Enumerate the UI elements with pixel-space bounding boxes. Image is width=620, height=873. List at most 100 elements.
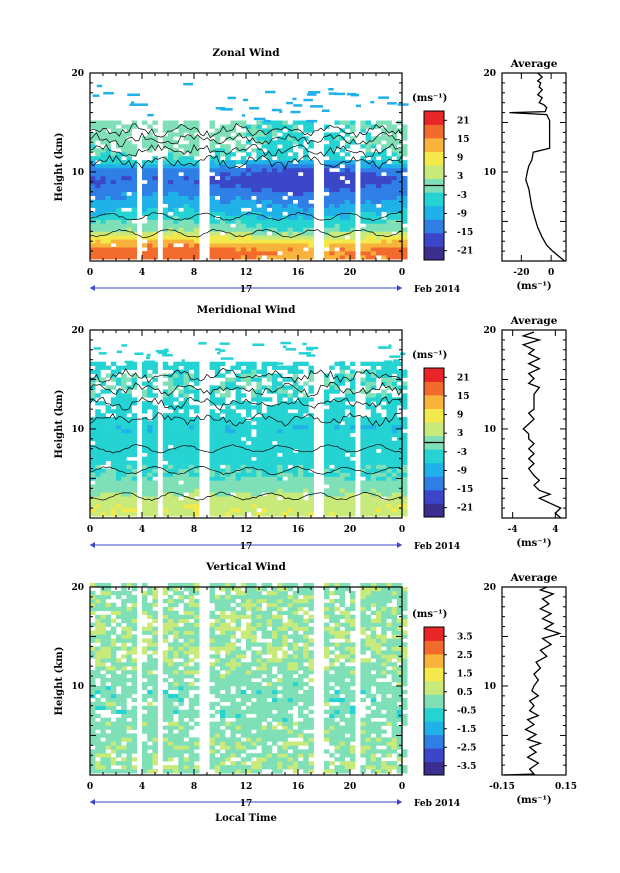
heatmap-cell <box>282 421 288 426</box>
heatmap-cell <box>246 401 252 406</box>
heatmap-cell <box>391 365 398 370</box>
heatmap-cell <box>100 749 106 754</box>
heatmap-cell <box>386 468 392 473</box>
heatmap-cell <box>306 119 318 123</box>
heatmap-cell <box>292 227 299 232</box>
heatmap-cell <box>391 183 398 189</box>
heatmap-cell <box>266 456 273 461</box>
heatmap-cell <box>324 132 330 137</box>
heatmap-cell <box>194 421 200 426</box>
heatmap-cell <box>142 472 148 477</box>
heatmap-cell <box>162 199 169 204</box>
heatmap-cell <box>110 701 117 707</box>
heatmap-cell <box>230 211 236 216</box>
heatmap-cell <box>95 472 101 477</box>
heatmap-cell <box>303 160 309 165</box>
heatmap-cell <box>152 460 158 465</box>
heatmap-cell <box>162 737 169 742</box>
heatmap-cell <box>147 168 153 173</box>
heatmap-cell <box>266 239 273 244</box>
heatmap-cell <box>116 203 122 208</box>
heatmap-cell <box>282 405 288 410</box>
heatmap-cell <box>100 725 106 730</box>
heatmap-cell <box>391 749 398 754</box>
heatmap-cell <box>173 160 179 165</box>
heatmap-cell <box>131 160 138 165</box>
colorbar-segment <box>424 422 444 437</box>
heatmap-cell <box>230 219 236 224</box>
heatmap-cell <box>303 741 309 746</box>
heatmap-cell <box>298 219 304 224</box>
heatmap-cell <box>256 397 262 402</box>
heatmap-cell <box>173 769 179 774</box>
heatmap-cell <box>402 187 408 193</box>
heatmap-cell <box>90 203 96 208</box>
heatmap-cell <box>95 741 101 746</box>
heatmap-cell <box>173 171 179 177</box>
heatmap-cell <box>235 749 242 754</box>
heatmap-cell <box>277 713 283 718</box>
heatmap-cell <box>396 191 403 196</box>
heatmap-cell <box>152 737 158 742</box>
heatmap-cell <box>162 239 169 244</box>
heatmap-cell <box>391 199 398 204</box>
heatmap-cell <box>287 168 294 173</box>
heatmap-cell <box>360 765 366 770</box>
heatmap-cell <box>95 128 101 133</box>
heatmap-cell <box>381 168 387 173</box>
heatmap-cell <box>396 508 403 513</box>
heatmap-cell <box>235 199 242 204</box>
heatmap-cell <box>220 753 226 758</box>
heatmap-cell <box>344 464 351 469</box>
heatmap-cell <box>360 721 366 726</box>
heatmap-cell <box>100 476 106 481</box>
heatmap-cell <box>344 685 351 691</box>
heatmap-cell <box>334 397 340 402</box>
heatmap-cell <box>95 440 101 446</box>
heatmap-cell <box>147 203 153 208</box>
heatmap-cell <box>100 251 106 256</box>
heatmap-cell <box>376 464 382 469</box>
heatmap-cell <box>266 223 273 228</box>
heatmap-cell <box>240 508 247 513</box>
heatmap-cell <box>194 164 200 169</box>
heatmap-cell <box>214 369 221 374</box>
heatmap-cell <box>214 385 221 390</box>
heatmap-cell <box>142 480 148 485</box>
heatmap-cell <box>105 421 112 426</box>
heatmap-cell <box>308 456 314 461</box>
heatmap-cell <box>225 468 231 473</box>
colorbar-segment <box>424 395 444 409</box>
heatmap-cell <box>188 480 195 485</box>
heatmap-cell <box>131 428 138 434</box>
heatmap-cell <box>183 175 190 181</box>
average-frame <box>501 72 567 262</box>
heatmap-cell <box>126 239 132 244</box>
heatmap-cell <box>147 765 153 770</box>
heatmap-cell <box>95 377 101 382</box>
heatmap-cell <box>402 239 408 244</box>
heatmap-cell <box>339 223 346 228</box>
heatmap-cell <box>95 496 101 501</box>
heatmap-cell <box>339 444 346 450</box>
heatmap-cell <box>95 171 101 177</box>
heatmap-cell <box>209 721 216 726</box>
heatmap-cell <box>344 239 351 244</box>
heatmap-cell <box>240 179 247 185</box>
heatmap-cell <box>246 745 252 750</box>
heatmap-cell <box>105 753 112 758</box>
heatmap-cell <box>402 468 408 473</box>
heatmap-cell <box>214 203 221 208</box>
heatmap-cell <box>220 476 226 481</box>
heatmap-cell <box>350 693 356 699</box>
heatmap-cell <box>240 255 247 260</box>
heatmap-cell <box>131 361 138 366</box>
heatmap-cell <box>183 128 190 133</box>
heatmap-cell <box>370 737 377 742</box>
heatmap-cell <box>282 701 288 707</box>
heatmap-cell <box>329 251 335 256</box>
heatmap-cell <box>173 693 179 699</box>
heatmap-cell <box>266 128 273 133</box>
heatmap-cell <box>188 725 195 730</box>
heatmap-cell <box>386 440 392 446</box>
